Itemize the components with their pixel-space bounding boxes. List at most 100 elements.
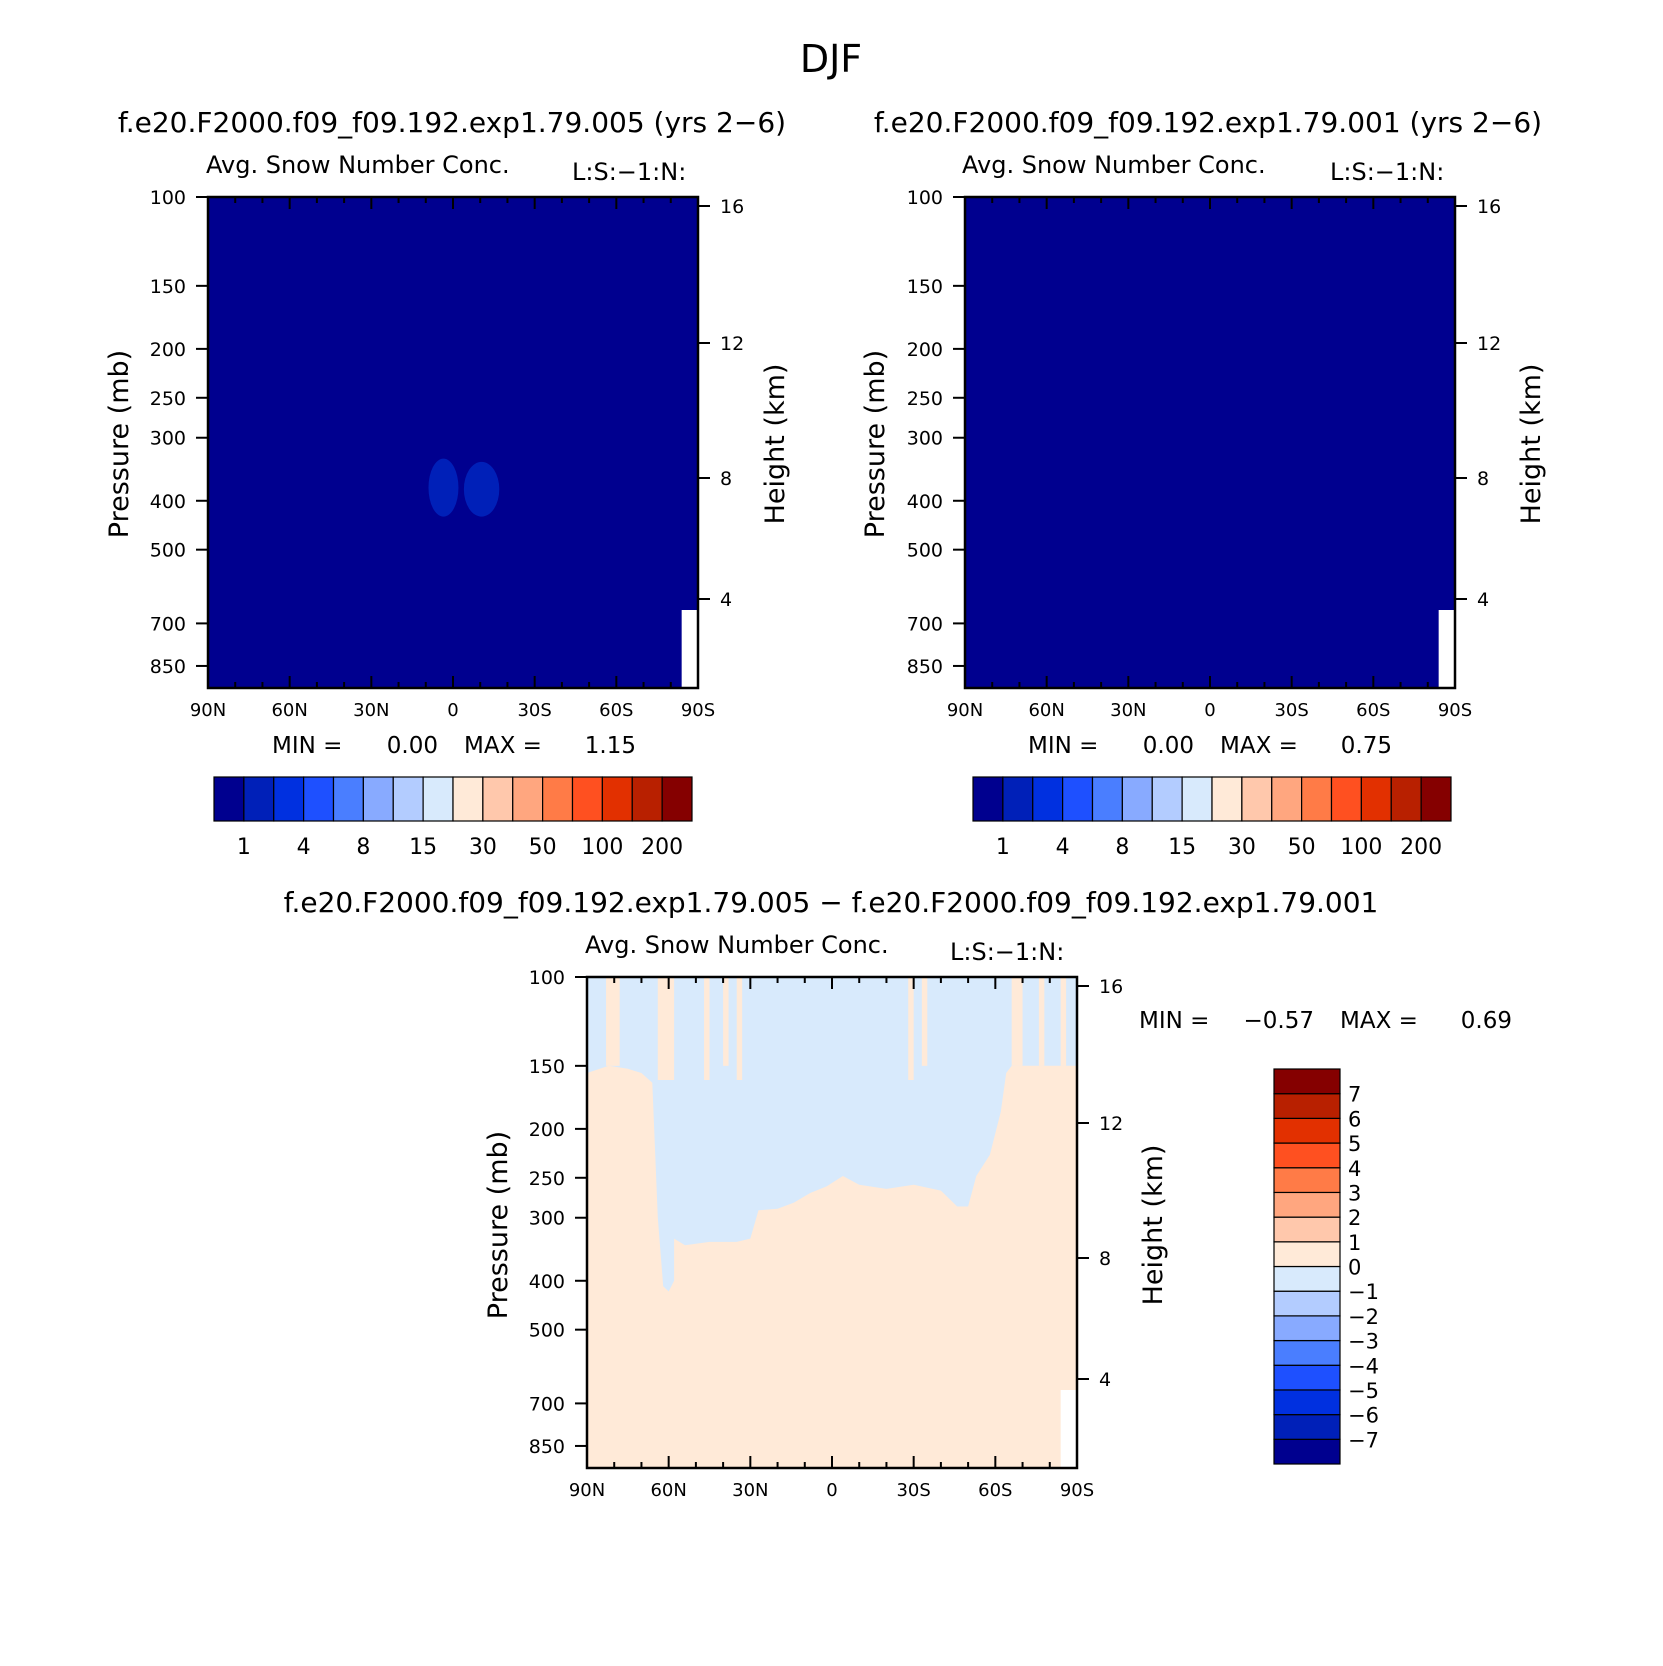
colorbar-label: 5 bbox=[1348, 1132, 1361, 1156]
colorbar-swatch bbox=[1273, 1093, 1341, 1119]
terrain-mask bbox=[687, 650, 698, 688]
height-tick-label: 12 bbox=[720, 333, 744, 355]
terrain-mask bbox=[1068, 1455, 1077, 1468]
y-tick-label: 250 bbox=[150, 388, 186, 410]
variable-units: L:S:−1:N: bbox=[950, 938, 1064, 966]
colorbar-swatch bbox=[1062, 776, 1094, 822]
positive-streak bbox=[723, 977, 729, 1066]
y-tick-label: 100 bbox=[529, 967, 565, 989]
colorbar-label: −6 bbox=[1348, 1404, 1379, 1428]
colorbar-swatch bbox=[661, 776, 693, 822]
colorbar-label: −7 bbox=[1348, 1428, 1379, 1452]
positive-streak bbox=[908, 977, 914, 1080]
height-tick-label: 8 bbox=[1099, 1248, 1111, 1270]
colorbar-label: −2 bbox=[1348, 1305, 1379, 1329]
colorbar-swatch bbox=[1151, 776, 1183, 822]
y-tick-label: 850 bbox=[150, 656, 186, 678]
x-tick-label: 60S bbox=[599, 700, 633, 721]
colorbar-label: −5 bbox=[1348, 1379, 1379, 1403]
terrain-mask bbox=[689, 675, 698, 688]
y-tick-label: 200 bbox=[529, 1119, 565, 1141]
x-tick-label: 30S bbox=[1274, 700, 1308, 721]
colorbar-swatch bbox=[1390, 776, 1422, 822]
y-tick-label: 700 bbox=[529, 1393, 565, 1415]
colorbar-label: 1 bbox=[237, 835, 251, 860]
panel-title: f.e20.F2000.f09_f09.192.exp1.79.001 (yrs… bbox=[874, 106, 1542, 139]
colorbar-label: 8 bbox=[1115, 835, 1129, 860]
y-axis-label: Pressure (mb) bbox=[483, 1131, 514, 1319]
y-tick-label: 250 bbox=[529, 1168, 565, 1190]
height-tick-label: 16 bbox=[1477, 196, 1501, 218]
variable-title: Avg. Snow Number Conc. bbox=[206, 151, 510, 179]
colorbar-swatch bbox=[213, 776, 245, 822]
min-value: −0.57 bbox=[1244, 1008, 1314, 1034]
colorbar-swatch bbox=[422, 776, 454, 822]
colorbar-label: 200 bbox=[1400, 835, 1442, 860]
y-tick-label: 400 bbox=[529, 1271, 565, 1293]
min-value: 0.00 bbox=[1143, 733, 1194, 759]
y-tick-label: 200 bbox=[150, 339, 186, 361]
y-tick-label: 400 bbox=[150, 491, 186, 513]
variable-units: L:S:−1:N: bbox=[1330, 158, 1444, 186]
max-value: 1.15 bbox=[585, 733, 636, 759]
x-tick-label: 90N bbox=[569, 1480, 605, 1501]
colorbar-swatch bbox=[1301, 776, 1333, 822]
colorbar-swatch bbox=[1273, 1167, 1341, 1194]
colorbar-swatch bbox=[1360, 776, 1392, 822]
colorbar-swatch bbox=[1273, 1364, 1341, 1391]
min-value: 0.00 bbox=[387, 733, 438, 759]
colorbar-label: 4 bbox=[297, 835, 311, 860]
colorbar-label: 15 bbox=[1168, 835, 1196, 860]
height-tick-label: 8 bbox=[1477, 468, 1489, 490]
colorbar-label: −3 bbox=[1348, 1330, 1379, 1354]
x-tick-label: 30N bbox=[353, 700, 389, 721]
colorbar-label: 4 bbox=[1056, 835, 1070, 860]
colorbar-swatch bbox=[1273, 1389, 1341, 1416]
y-tick-label: 250 bbox=[907, 388, 943, 410]
y-tick-label: 200 bbox=[907, 339, 943, 361]
y-tick-label: 700 bbox=[150, 613, 186, 635]
positive-streak bbox=[704, 977, 710, 1080]
y-tick-label: 150 bbox=[150, 276, 186, 298]
colorbar-label: 50 bbox=[1288, 835, 1316, 860]
colorbar-swatch bbox=[1273, 1117, 1341, 1144]
colorbar-label: 0 bbox=[1348, 1256, 1361, 1280]
height-tick-label: 8 bbox=[720, 468, 732, 490]
positive-streak bbox=[1038, 977, 1045, 1066]
max-label: MAX = bbox=[464, 733, 542, 759]
y-tick-label: 100 bbox=[150, 187, 186, 209]
y-tick-label: 500 bbox=[907, 540, 943, 562]
colorbar-swatch bbox=[1121, 776, 1153, 822]
colorbar-label: 15 bbox=[409, 835, 437, 860]
positive-streak bbox=[657, 977, 675, 1080]
y-tick-label: 500 bbox=[150, 540, 186, 562]
colorbar-swatch bbox=[512, 776, 544, 822]
colorbar-label: −1 bbox=[1348, 1280, 1379, 1304]
colorbar-label: 6 bbox=[1348, 1107, 1361, 1131]
height-tick-label: 4 bbox=[720, 589, 732, 611]
panel-title: f.e20.F2000.f09_f09.192.exp1.79.005 (yrs… bbox=[118, 106, 786, 139]
colorbar-swatch bbox=[1273, 1265, 1341, 1292]
positive-streak bbox=[736, 977, 743, 1080]
variable-units: L:S:−1:N: bbox=[572, 158, 686, 186]
y-tick-label: 500 bbox=[529, 1320, 565, 1342]
colorbar-swatch bbox=[1032, 776, 1064, 822]
colorbar-label: 3 bbox=[1348, 1181, 1361, 1205]
colorbar-swatch bbox=[452, 776, 484, 822]
colorbar-swatch bbox=[631, 776, 663, 822]
colorbar-swatch bbox=[482, 776, 514, 822]
contour-feature bbox=[463, 461, 500, 517]
colorbar-swatch bbox=[392, 776, 424, 822]
colorbar-label: 50 bbox=[529, 835, 557, 860]
colorbar-label: 30 bbox=[1228, 835, 1256, 860]
colorbar-label: 100 bbox=[1340, 835, 1382, 860]
colorbar-swatch bbox=[1241, 776, 1273, 822]
colorbar-label: −4 bbox=[1348, 1354, 1379, 1378]
contour-fill bbox=[208, 197, 698, 688]
y-tick-label: 150 bbox=[529, 1056, 565, 1078]
height-tick-label: 16 bbox=[1099, 976, 1123, 998]
colorbar-swatch bbox=[1273, 1290, 1341, 1317]
x-tick-label: 0 bbox=[826, 1480, 837, 1501]
y-tick-label: 300 bbox=[907, 428, 943, 450]
colorbar-swatch bbox=[303, 776, 335, 822]
